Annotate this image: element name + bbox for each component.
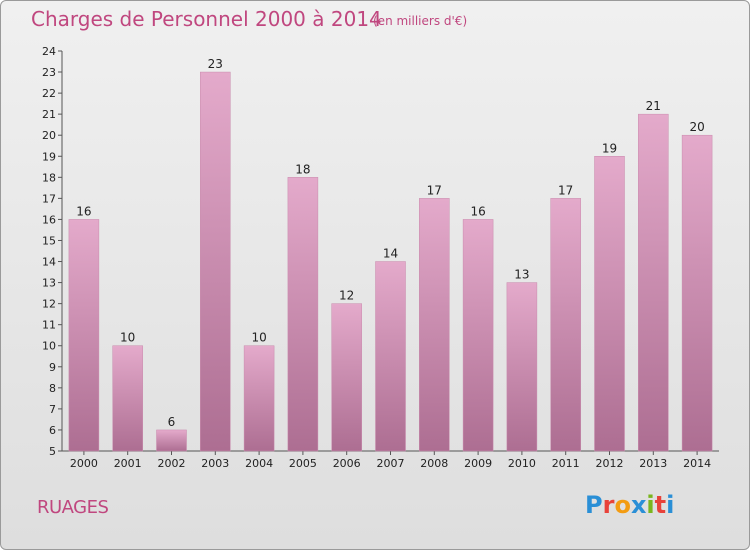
data-label: 23 <box>208 57 223 71</box>
y-tick-label: 10 <box>42 340 56 353</box>
y-tick-label: 20 <box>42 129 56 142</box>
y-tick-label: 11 <box>42 319 56 332</box>
bar <box>462 219 494 452</box>
x-tick-label: 2002 <box>158 457 186 470</box>
data-label: 17 <box>558 183 573 197</box>
value-labels: 16 10 6 23 10 18 12 14 17 16 13 17 19 21 20 <box>76 57 704 429</box>
data-label: 12 <box>339 289 354 303</box>
bar <box>156 429 187 452</box>
y-tick-label: 7 <box>49 403 56 416</box>
logo-letter: o <box>614 491 631 519</box>
data-label: 20 <box>689 120 704 134</box>
data-label: 16 <box>76 204 91 218</box>
y-tick-label: 8 <box>49 382 56 395</box>
x-tick-label: 2001 <box>114 457 142 470</box>
x-tick-label: 2000 <box>70 457 98 470</box>
data-label: 10 <box>251 331 266 345</box>
commune-name: RUAGES <box>37 497 109 518</box>
proxiti-logo[interactable]: Proxiti <box>585 491 674 519</box>
y-tick-label: 19 <box>42 150 56 163</box>
x-tick-label: 2011 <box>552 457 580 470</box>
y-tick-label: 15 <box>42 234 56 247</box>
x-tick-label: 2008 <box>420 457 448 470</box>
x-tick-label: 2003 <box>201 457 229 470</box>
y-tick-label: 6 <box>49 424 56 437</box>
bar <box>506 282 538 452</box>
y-tick-label: 22 <box>42 87 56 100</box>
data-label: 13 <box>514 268 529 282</box>
data-label: 19 <box>602 141 617 155</box>
chart-subtitle: (en milliers d'€) <box>373 14 468 28</box>
y-tick-label: 12 <box>42 298 56 311</box>
bar <box>200 71 231 452</box>
y-axis: 5 6 7 8 9 10 11 12 13 14 15 16 17 18 19 20 21 22 23 24 <box>42 45 63 458</box>
bar <box>681 134 713 452</box>
bar <box>550 198 581 452</box>
logo-letter: t <box>654 491 667 519</box>
y-tick-label: 21 <box>42 108 56 121</box>
x-tick-label: 2012 <box>596 457 624 470</box>
data-label: 14 <box>383 247 398 261</box>
y-tick-label: 23 <box>42 66 56 79</box>
y-tick-label: 24 <box>42 45 56 58</box>
x-tick-label: 2005 <box>289 457 317 470</box>
x-tick-label: 2007 <box>377 457 405 470</box>
x-tick-label: 2013 <box>639 457 667 470</box>
logo-letter: P <box>585 491 603 519</box>
y-tick-label: 18 <box>42 171 56 184</box>
logo-letter: i <box>666 491 675 519</box>
data-label: 17 <box>427 183 442 197</box>
x-tick-label: 2006 <box>333 457 361 470</box>
data-label: 16 <box>470 204 485 218</box>
data-label: 6 <box>168 415 176 429</box>
x-tick-label: 2004 <box>245 457 273 470</box>
y-tick-label: 9 <box>49 361 56 374</box>
bar <box>243 345 275 452</box>
bar <box>287 177 319 452</box>
x-tick-label: 2014 <box>683 457 711 470</box>
bar <box>375 261 406 452</box>
bar <box>68 219 100 452</box>
bar <box>331 303 362 452</box>
x-tick-label: 2009 <box>464 457 492 470</box>
logo-letter: i <box>646 491 655 519</box>
x-tick-label: 2010 <box>508 457 536 470</box>
data-label: 21 <box>646 99 661 113</box>
bar <box>594 156 625 452</box>
data-label: 18 <box>295 162 310 176</box>
bar <box>112 345 143 452</box>
y-tick-label: 13 <box>42 277 56 290</box>
bars <box>68 71 713 452</box>
x-axis: 2000 2001 2002 2003 2004 2005 2006 2007 2008 2009… <box>62 450 719 470</box>
logo-letter: r <box>602 491 615 519</box>
logo-letter: x <box>630 491 647 519</box>
y-tick-label: 17 <box>42 192 56 205</box>
y-tick-label: 5 <box>49 445 56 458</box>
data-label: 10 <box>120 331 135 345</box>
bar <box>419 198 450 452</box>
y-tick-label: 16 <box>42 213 56 226</box>
chart-title: Charges de Personnel 2000 à 2014 <box>31 7 382 31</box>
bar <box>638 113 669 452</box>
y-tick-label: 14 <box>42 256 56 269</box>
